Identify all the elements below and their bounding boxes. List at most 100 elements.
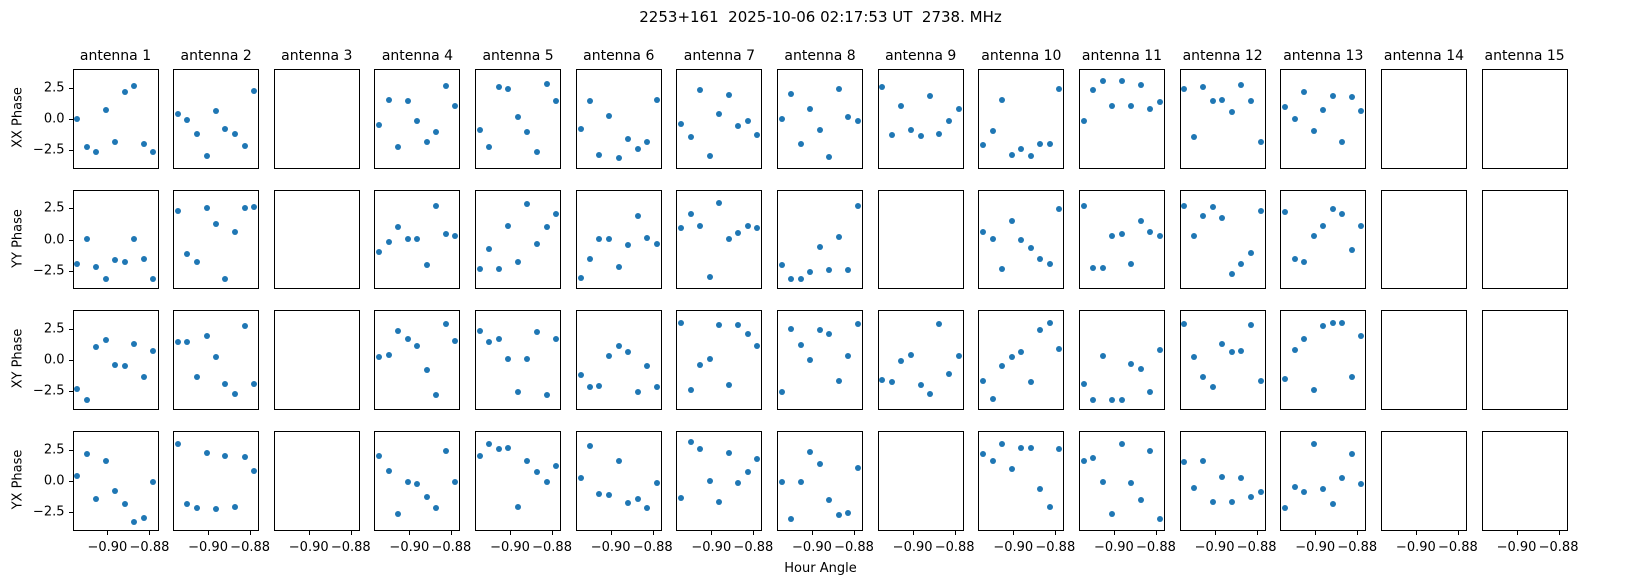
y-tick-mark xyxy=(68,328,73,330)
data-point xyxy=(414,236,421,243)
data-point xyxy=(1080,457,1087,464)
data-point xyxy=(816,243,823,250)
data-point xyxy=(946,118,953,125)
x-tick-label: −0.90 xyxy=(691,539,732,555)
data-point xyxy=(1080,118,1087,125)
y-tick-label: 2.5 xyxy=(43,442,65,458)
data-point xyxy=(423,493,430,500)
data-point xyxy=(131,340,138,347)
x-tick-mark xyxy=(1357,530,1359,535)
data-point xyxy=(706,273,713,280)
x-tick-label: −0.88 xyxy=(834,539,874,555)
x-tick-label: −0.90 xyxy=(1395,539,1436,555)
x-tick-label: −0.90 xyxy=(993,539,1034,555)
x-tick-mark xyxy=(1558,530,1560,535)
data-point xyxy=(1219,473,1226,480)
data-point xyxy=(495,266,502,273)
data-point xyxy=(725,91,732,98)
subplot-antenna-13-xx xyxy=(1280,69,1367,169)
x-tick-label: −0.90 xyxy=(490,539,530,555)
data-point xyxy=(112,361,119,368)
data-point xyxy=(112,257,119,264)
data-point xyxy=(1329,501,1336,508)
subplot-antenna-10-xx xyxy=(978,69,1065,169)
data-point xyxy=(83,236,90,243)
data-point xyxy=(1190,134,1197,141)
data-point xyxy=(395,223,402,230)
x-tick-label: −0.88 xyxy=(330,539,371,555)
data-point xyxy=(231,390,238,397)
data-point xyxy=(1037,326,1044,333)
data-point xyxy=(174,441,181,448)
data-point xyxy=(102,106,109,113)
data-point xyxy=(634,212,641,219)
data-point xyxy=(596,491,603,498)
x-tick-label: −0.88 xyxy=(1236,539,1277,555)
data-point xyxy=(1200,84,1207,91)
data-point xyxy=(999,363,1006,370)
data-point xyxy=(754,456,761,463)
subplot-title: antenna 1 xyxy=(79,48,152,64)
data-point xyxy=(1282,375,1289,382)
data-point xyxy=(1190,232,1197,239)
data-point xyxy=(888,131,895,138)
data-point xyxy=(1190,485,1197,492)
data-point xyxy=(989,395,996,402)
data-point xyxy=(687,386,694,393)
data-point xyxy=(653,384,660,391)
subplot-antenna-13-xy xyxy=(1280,310,1367,410)
data-point xyxy=(625,135,632,142)
x-tick-label: −0.88 xyxy=(1437,539,1478,555)
data-point xyxy=(442,83,449,90)
data-point xyxy=(1310,441,1317,448)
data-point xyxy=(404,98,411,105)
data-point xyxy=(845,509,852,516)
data-point xyxy=(1291,346,1298,353)
subplot-antenna-8-xx xyxy=(777,69,864,169)
data-point xyxy=(1200,457,1207,464)
data-point xyxy=(1238,348,1245,355)
data-point xyxy=(121,258,128,265)
subplot-antenna-1-yy xyxy=(72,189,159,290)
data-point xyxy=(1080,380,1087,387)
data-point xyxy=(533,468,540,475)
data-point xyxy=(524,201,531,208)
data-point xyxy=(543,223,550,230)
data-point xyxy=(1348,451,1355,458)
y-tick-mark xyxy=(68,239,73,241)
data-point xyxy=(816,126,823,133)
data-point xyxy=(678,494,685,501)
data-point xyxy=(1339,211,1346,218)
data-point xyxy=(615,155,622,162)
data-point xyxy=(1056,446,1063,453)
data-point xyxy=(552,335,559,342)
data-point xyxy=(1090,396,1097,403)
data-point xyxy=(131,83,138,90)
data-point xyxy=(395,144,402,151)
data-point xyxy=(1099,264,1106,271)
x-tick-label: −0.90 xyxy=(1295,539,1336,555)
data-point xyxy=(946,370,953,377)
y-tick-label: 0.0 xyxy=(43,232,65,247)
x-tick-label: −0.88 xyxy=(1136,539,1176,555)
data-point xyxy=(1210,384,1217,391)
data-point xyxy=(1137,81,1144,88)
x-tick-label: −0.90 xyxy=(792,539,832,555)
data-point xyxy=(1248,98,1255,105)
data-point xyxy=(615,263,622,270)
subplot-antenna-12-xy xyxy=(1179,310,1266,410)
data-point xyxy=(606,492,613,499)
subplot-antenna-6-xy xyxy=(575,310,662,410)
data-point xyxy=(1008,354,1015,361)
x-tick-label: −0.88 xyxy=(1337,539,1378,555)
data-point xyxy=(744,330,751,337)
data-point xyxy=(1018,445,1025,452)
x-tick-mark xyxy=(149,530,151,535)
data-point xyxy=(644,363,651,370)
data-point xyxy=(1090,86,1097,93)
data-point xyxy=(1210,203,1217,210)
data-point xyxy=(203,152,210,159)
data-point xyxy=(678,120,685,127)
data-point xyxy=(634,389,641,396)
x-tick-mark xyxy=(250,530,252,535)
